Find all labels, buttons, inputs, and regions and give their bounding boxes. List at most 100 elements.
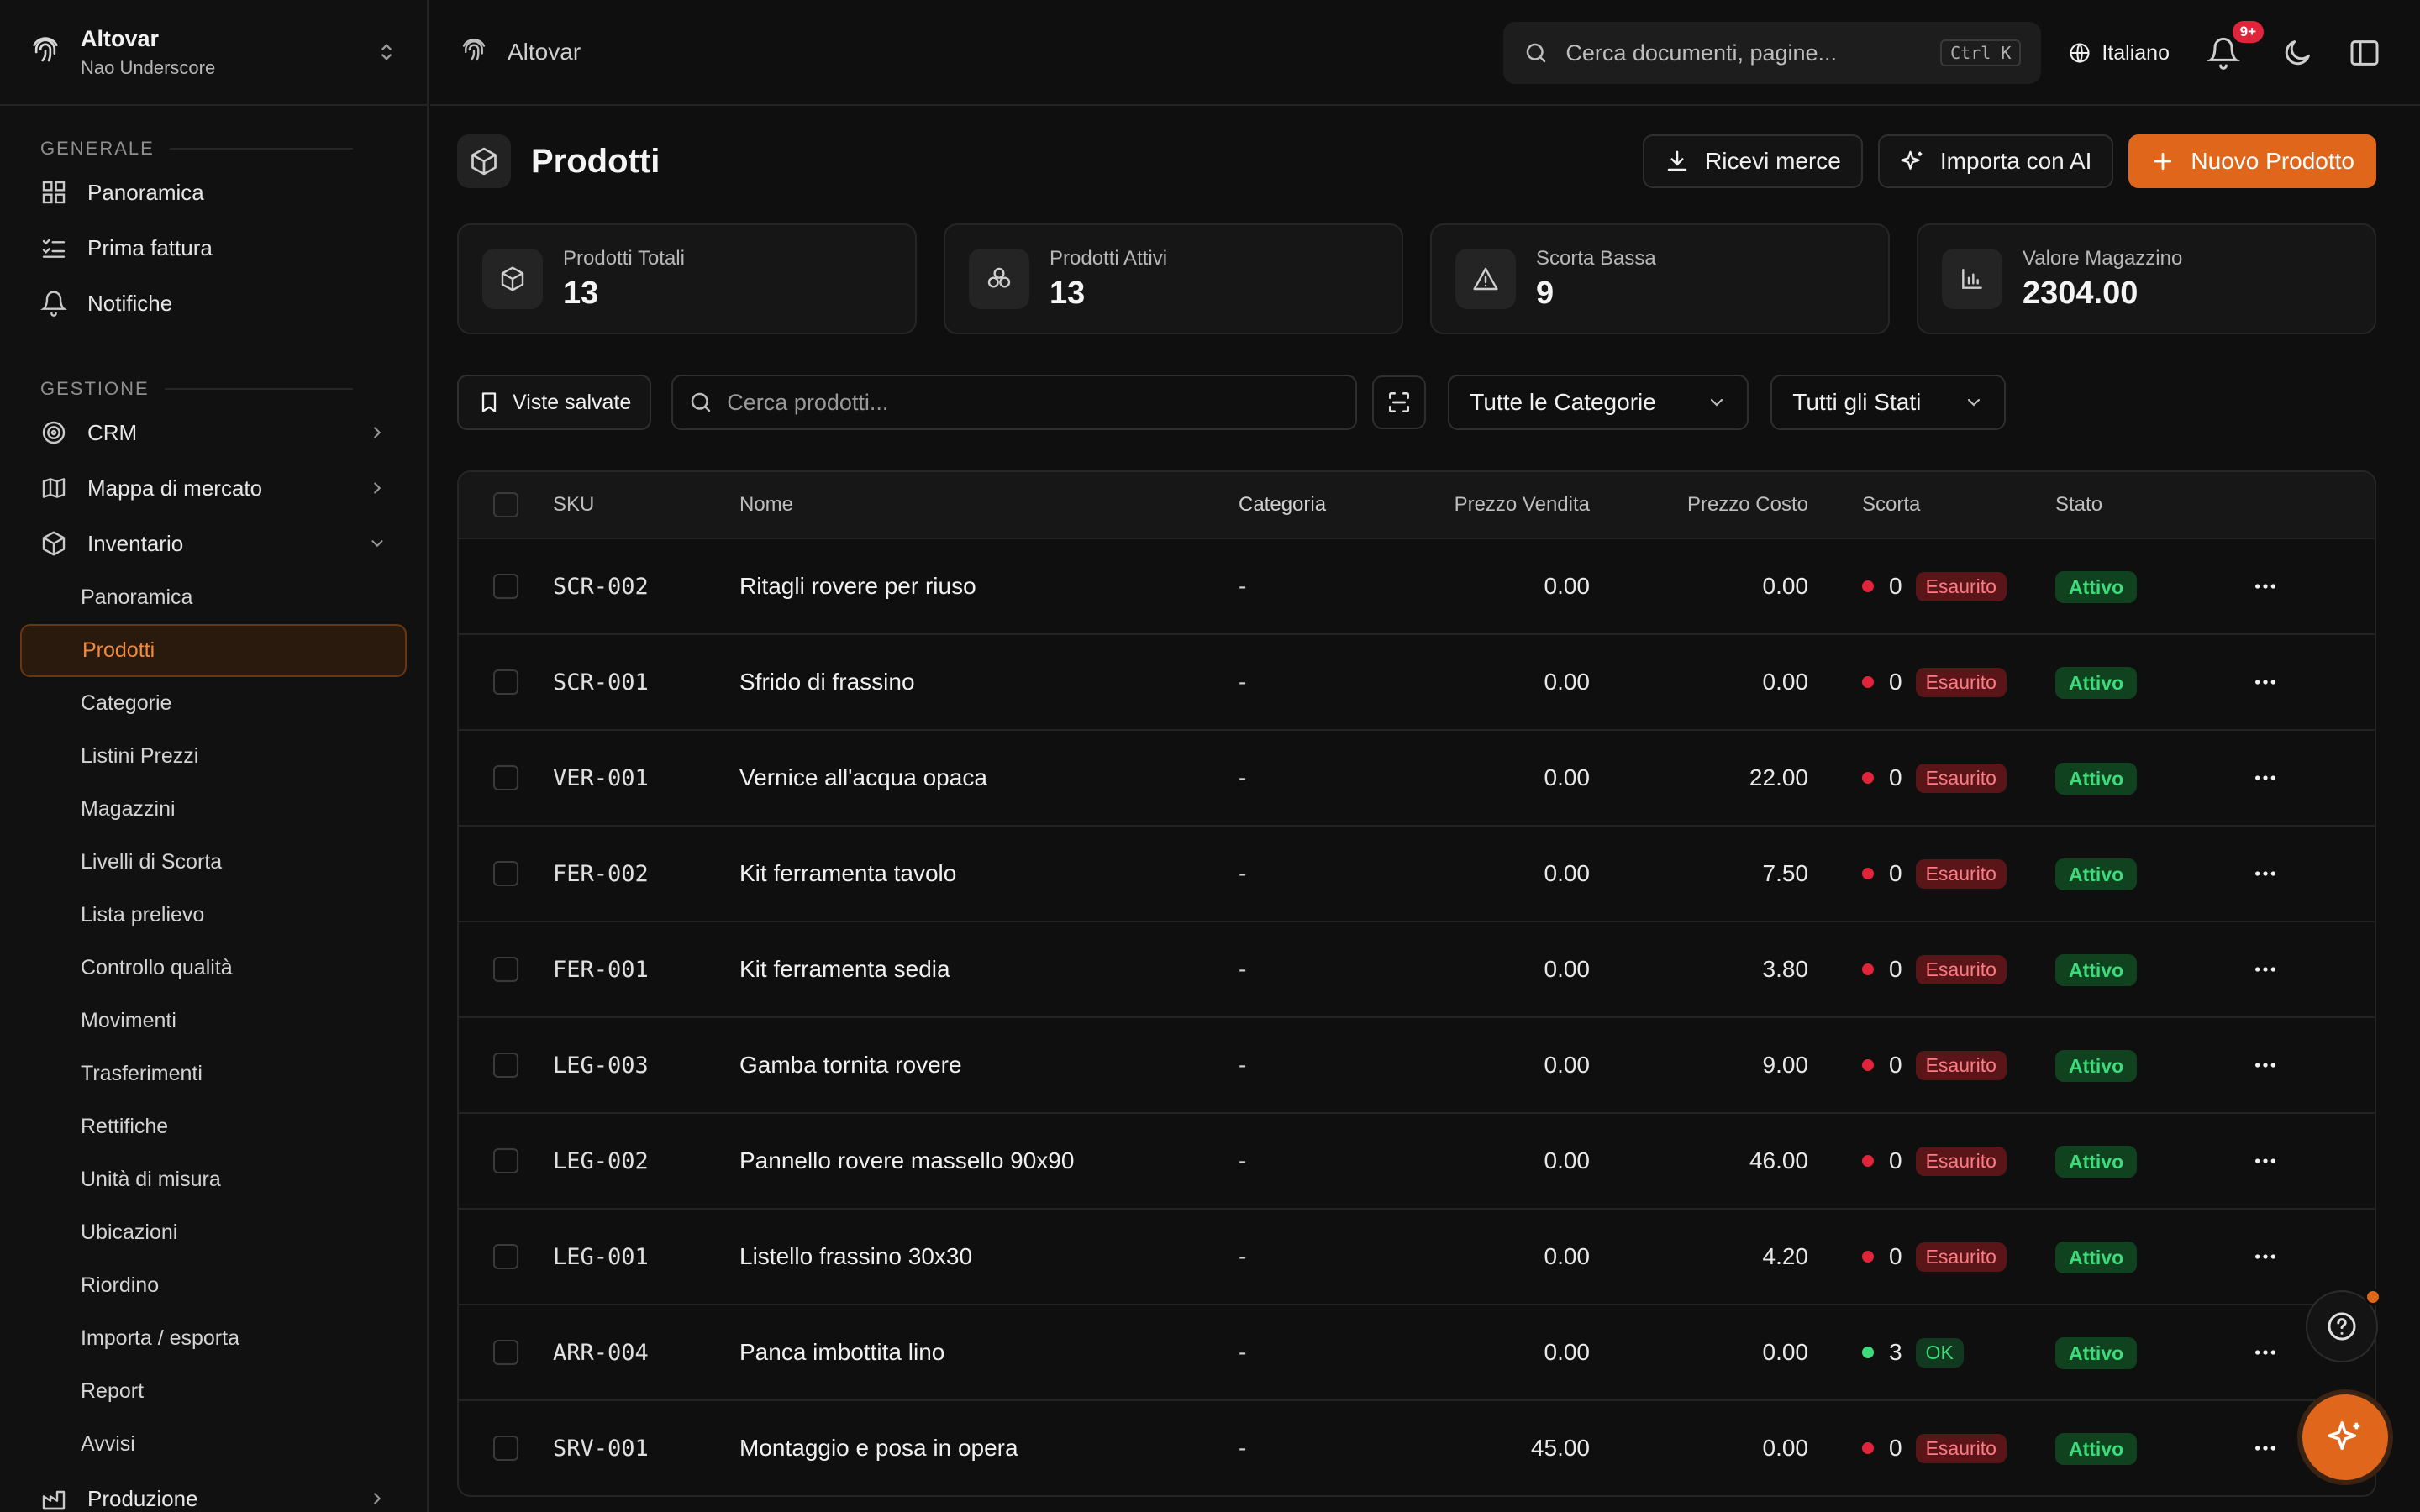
row-checkbox[interactable]	[493, 1340, 518, 1365]
sidebar-sub-trasferimenti[interactable]: Trasferimenti	[81, 1062, 203, 1085]
row-checkbox[interactable]	[493, 669, 518, 695]
column-header-nome[interactable]: Nome	[739, 493, 794, 516]
table-row[interactable]: SRV-001 Montaggio e posa in opera - 45.00 0.…	[459, 1399, 2375, 1495]
row-checkbox[interactable]	[493, 765, 518, 790]
notifications-button[interactable]: 9+	[2207, 21, 2264, 70]
cell-nome[interactable]: Gamba tornita rovere	[739, 1052, 962, 1078]
bell-icon	[40, 291, 67, 317]
global-search[interactable]: Cerca documenti, pagine... Ctrl K	[1503, 22, 2042, 84]
row-checkbox[interactable]	[493, 1148, 518, 1173]
sidebar-sub-categorie[interactable]: Categorie	[81, 691, 172, 715]
sidebar-sub-movimenti[interactable]: Movimenti	[81, 1009, 176, 1032]
cell-nome[interactable]: Montaggio e posa in opera	[739, 1435, 1018, 1461]
cell-nome[interactable]: Kit ferramenta sedia	[739, 956, 950, 982]
row-checkbox[interactable]	[493, 861, 518, 886]
cell-sku: VER-001	[553, 764, 649, 791]
new-product-button[interactable]: Nuovo Prodotto	[2128, 134, 2376, 188]
sidebar-item-produzione[interactable]: Produzione	[20, 1471, 407, 1512]
row-actions-button[interactable]	[2240, 860, 2291, 887]
row-actions-button[interactable]	[2240, 1435, 2291, 1462]
language-switcher[interactable]: Italiano	[2068, 41, 2170, 66]
table-row[interactable]: ARR-004 Panca imbottita lino - 0.00 0.00 3 OK A…	[459, 1304, 2375, 1399]
breadcrumb[interactable]: Altovar	[459, 37, 581, 67]
row-actions-button[interactable]	[2240, 1243, 2291, 1270]
column-header-prezzo-vendita[interactable]: Prezzo Vendita	[1454, 493, 1590, 516]
cell-nome[interactable]: Sfrido di frassino	[739, 669, 915, 695]
status-select[interactable]: Tutti gli Stati	[1770, 375, 2007, 430]
row-actions-button[interactable]	[2240, 1052, 2291, 1079]
saved-views-button[interactable]: Viste salvate	[457, 375, 652, 430]
sidebar-item-prima-fattura[interactable]: Prima fattura	[20, 220, 407, 276]
workspace-switcher[interactable]: Altovar Nao Underscore	[0, 0, 427, 106]
cell-prezzo-vendita: 0.00	[1544, 573, 1591, 599]
map-icon	[42, 478, 66, 498]
row-checkbox[interactable]	[493, 1053, 518, 1078]
row-checkbox[interactable]	[493, 957, 518, 982]
sidebar-sub-importa-esporta[interactable]: Importa / esporta	[81, 1326, 239, 1350]
sidebar-item-inventario[interactable]: Inventario	[20, 516, 407, 571]
row-checkbox[interactable]	[493, 1244, 518, 1269]
cell-nome[interactable]: Listello frassino 30x30	[739, 1243, 973, 1269]
theme-toggle-button[interactable]	[2281, 36, 2314, 70]
stock-quantity: 0	[1889, 1052, 1902, 1078]
receive-goods-button[interactable]: Ricevi merce	[1643, 134, 1863, 188]
column-header-sku[interactable]: SKU	[553, 493, 595, 516]
select-all-checkbox[interactable]	[493, 492, 518, 517]
cell-nome[interactable]: Panca imbottita lino	[739, 1339, 945, 1365]
table-row[interactable]: FER-002 Kit ferramenta tavolo - 0.00 7.50 0 Es…	[459, 825, 2375, 921]
sidebar-item-mappa-di-mercato[interactable]: Mappa di mercato	[20, 460, 407, 516]
table-row[interactable]: VER-001 Vernice all'acqua opaca - 0.00 22.00…	[459, 729, 2375, 825]
table-row[interactable]: FER-001 Kit ferramenta sedia - 0.00 3.80 0 Esa…	[459, 921, 2375, 1016]
sidebar-sub-magazzini[interactable]: Magazzini	[81, 797, 176, 821]
column-header-categoria[interactable]: Categoria	[1239, 493, 1327, 516]
cell-nome[interactable]: Pannello rovere massello 90x90	[739, 1147, 1075, 1173]
row-actions-button[interactable]	[2240, 764, 2291, 791]
global-search-placeholder: Cerca documenti, pagine...	[1565, 39, 1838, 66]
row-actions-button[interactable]	[2240, 956, 2291, 983]
table-row[interactable]: SCR-001 Sfrido di frassino - 0.00 0.00 0 Esaur…	[459, 633, 2375, 729]
import-ai-button[interactable]: Importa con AI	[1877, 134, 2114, 188]
column-header-prezzo-costo[interactable]: Prezzo Costo	[1686, 493, 1808, 516]
stat-label: Prodotti Attivi	[1050, 246, 1168, 270]
sidebar-sub-rettifiche[interactable]: Rettifiche	[81, 1115, 169, 1138]
category-select[interactable]: Tutte le Categorie	[1448, 375, 1749, 430]
cell-nome[interactable]: Ritagli rovere per riuso	[739, 573, 976, 599]
barcode-scan-button[interactable]	[1372, 375, 1427, 429]
row-checkbox[interactable]	[493, 1436, 518, 1461]
sidebar-sub-panoramica[interactable]: Panoramica	[81, 585, 193, 609]
sidebar-item-label: Notifiche	[87, 290, 173, 316]
table-row[interactable]: LEG-003 Gamba tornita rovere - 0.00 9.00 0 Esa…	[459, 1016, 2375, 1112]
stat-value: 2304.00	[2023, 275, 2139, 311]
cell-nome[interactable]: Kit ferramenta tavolo	[739, 860, 957, 886]
ai-assistant-button[interactable]	[2302, 1394, 2388, 1480]
sidebar-sub-livelli-di-scorta[interactable]: Livelli di Scorta	[81, 850, 223, 874]
sidebar-item-notifiche[interactable]: Notifiche	[20, 276, 407, 331]
row-checkbox[interactable]	[493, 574, 518, 599]
table-row[interactable]: LEG-001 Listello frassino 30x30-0.00 4.20 0…	[459, 1208, 2375, 1304]
sidebar-sub-report[interactable]: Report	[81, 1379, 145, 1403]
row-actions-button[interactable]	[2240, 669, 2291, 696]
help-button[interactable]	[2306, 1289, 2381, 1362]
sidebar-sub-riordino[interactable]: Riordino	[81, 1273, 160, 1297]
stat-icon-wrap	[482, 249, 543, 309]
row-actions-button[interactable]	[2240, 573, 2291, 600]
sidebar-item-panoramica[interactable]: Panoramica	[20, 165, 407, 220]
row-actions-button[interactable]	[2240, 1147, 2291, 1174]
sidebar-sub-prodotti[interactable]: Prodotti	[20, 624, 407, 677]
sidebar-toggle-button[interactable]	[2348, 36, 2381, 70]
sidebar-sub-avvisi[interactable]: Avvisi	[81, 1432, 135, 1456]
sidebar-sub-ubicazioni[interactable]: Ubicazioni	[81, 1221, 178, 1244]
sidebar-sub-controllo-qualita[interactable]: Controllo qualità	[81, 956, 233, 979]
column-header-stato[interactable]: Stato	[2055, 493, 2103, 516]
sidebar-sub-unita-di-misura[interactable]: Unità di misura	[81, 1168, 221, 1191]
column-header-scorta[interactable]: Scorta	[1862, 493, 1921, 516]
table-row[interactable]: LEG-002 Pannello rovere massello 90x90 - 0.…	[459, 1112, 2375, 1208]
sidebar-sub-listini-prezzi[interactable]: Listini Prezzi	[81, 744, 199, 768]
sidebar-sub-lista-prelievo[interactable]: Lista prelievo	[81, 903, 205, 927]
product-search-input[interactable]	[727, 389, 1341, 416]
sidebar-item-crm[interactable]: CRM	[20, 405, 407, 460]
cell-nome[interactable]: Vernice all'acqua opaca	[739, 764, 987, 790]
row-actions-button[interactable]	[2240, 1339, 2291, 1366]
sidebar-item-label: Mappa di mercato	[87, 475, 263, 501]
table-row[interactable]: SCR-002 Ritagli rovere per riuso - 0.00 0.00…	[459, 538, 2375, 633]
